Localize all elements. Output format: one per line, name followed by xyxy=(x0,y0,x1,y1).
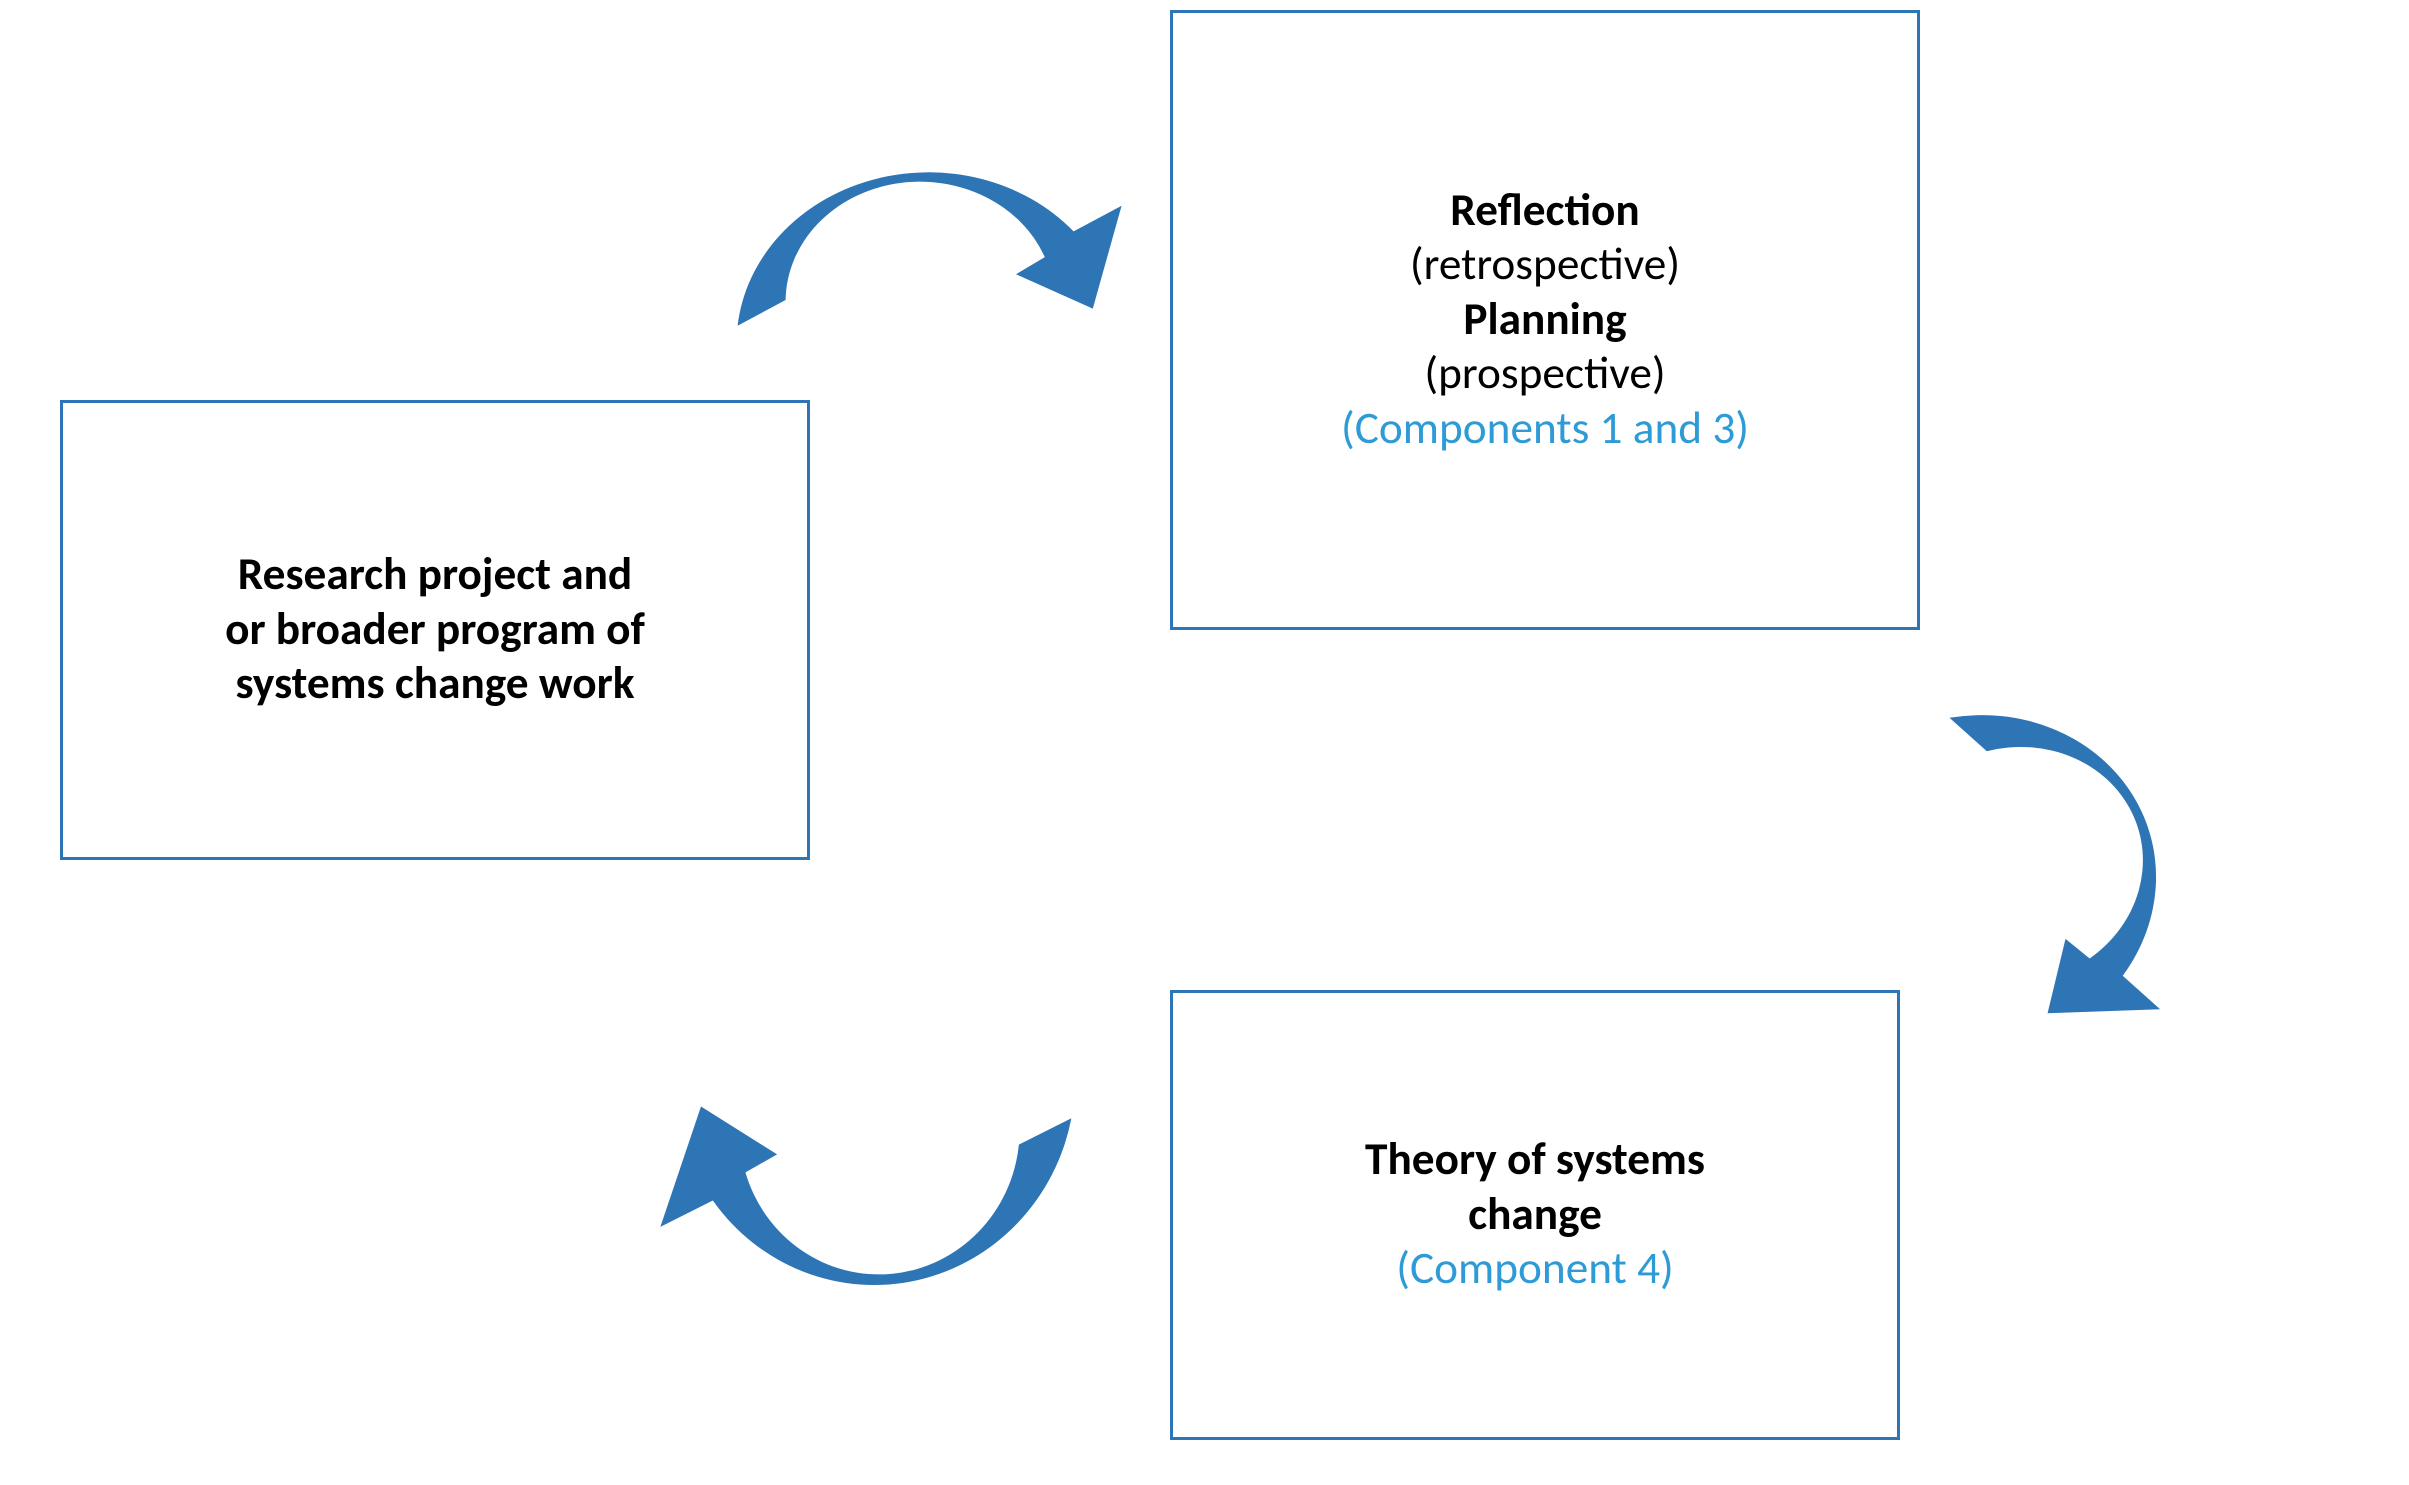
node-left: Research project andor broader program o… xyxy=(60,400,810,860)
node-bottom_right-line-0: Theory of systems xyxy=(1365,1133,1705,1187)
node-left-line-1: or broader program of xyxy=(225,603,645,657)
diagram-canvas: Research project andor broader program o… xyxy=(0,0,2409,1485)
node-top_right-line-0: Reflection xyxy=(1450,184,1639,238)
node-left-line-0: Research project and xyxy=(238,548,632,602)
node-left-line-2: systems change work xyxy=(236,657,635,711)
node-top_right: Reflection(retrospective)Planning(prospe… xyxy=(1170,10,1920,630)
node-top_right-line-2: Planning xyxy=(1463,293,1626,347)
node-bottom_right-line-1: change xyxy=(1468,1188,1602,1242)
node-top_right-line-4: (Components 1 and 3) xyxy=(1341,402,1749,456)
node-top_right-line-1: (retrospective) xyxy=(1410,238,1680,292)
arrow-top xyxy=(680,60,1160,360)
arrow-bottom xyxy=(605,1039,1134,1441)
arrow-right xyxy=(1901,596,2319,1085)
node-bottom_right-line-2: (Component 4) xyxy=(1396,1242,1674,1296)
node-bottom_right: Theory of systemschange(Component 4) xyxy=(1170,990,1900,1440)
node-top_right-line-3: (prospective) xyxy=(1424,347,1665,401)
